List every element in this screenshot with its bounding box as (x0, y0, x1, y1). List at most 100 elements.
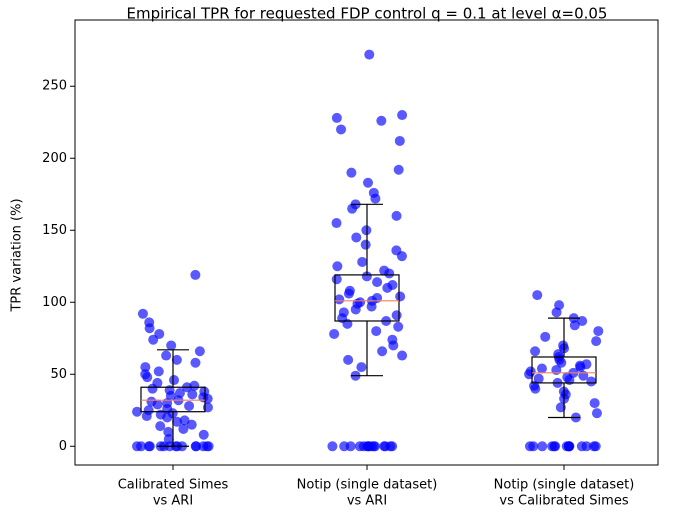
data-point (558, 340, 569, 351)
data-point (364, 49, 375, 60)
data-point (331, 112, 342, 123)
data-point (356, 362, 367, 373)
data-point (370, 441, 381, 452)
x-tick-label: vs Calibrated Simes (499, 494, 628, 509)
data-point (331, 274, 342, 285)
data-point (387, 441, 398, 452)
data-point (161, 350, 172, 361)
y-tick-label: 0 (59, 439, 67, 454)
data-point (153, 366, 164, 377)
data-point (591, 336, 602, 347)
data-point (187, 389, 198, 400)
data-point (166, 340, 177, 351)
data-point (377, 346, 388, 357)
data-point (186, 419, 197, 430)
data-point (354, 441, 365, 452)
data-point (578, 370, 589, 381)
data-point (394, 135, 405, 146)
data-point (391, 245, 402, 256)
data-point (376, 115, 387, 126)
data-point (140, 362, 151, 373)
data-point (143, 405, 154, 416)
data-point (184, 400, 195, 411)
data-point (146, 396, 157, 407)
data-point (533, 373, 544, 384)
data-point (355, 297, 366, 308)
data-point (174, 387, 185, 398)
data-point (360, 239, 371, 250)
data-point (172, 416, 183, 427)
data-point (346, 167, 357, 178)
data-point (144, 441, 155, 452)
data-point (391, 310, 402, 321)
y-tick-label: 100 (42, 295, 67, 310)
data-point (152, 377, 163, 388)
data-point (362, 177, 373, 188)
data-point (368, 187, 379, 198)
data-point (199, 386, 210, 397)
data-point (393, 164, 404, 175)
data-point (563, 441, 574, 452)
data-point (144, 317, 155, 328)
data-point (345, 441, 356, 452)
data-point (334, 294, 345, 305)
data-point (361, 271, 372, 282)
x-tick-label: vs ARI (347, 494, 387, 509)
y-tick-label: 250 (42, 79, 67, 94)
data-point (550, 441, 561, 452)
data-point (530, 346, 541, 357)
data-point (178, 423, 189, 434)
data-point (536, 363, 547, 374)
data-point (576, 441, 587, 452)
data-point (357, 256, 368, 267)
data-point (203, 441, 214, 452)
data-point (397, 350, 408, 361)
data-point (136, 441, 147, 452)
data-point (194, 346, 205, 357)
data-point (387, 334, 398, 345)
data-point (540, 331, 551, 342)
data-point (154, 328, 165, 339)
data-point (190, 269, 201, 280)
data-point (140, 369, 151, 380)
data-point (343, 354, 354, 365)
data-point (190, 441, 201, 452)
data-point (588, 441, 599, 452)
data-point (555, 402, 566, 413)
box (531, 356, 597, 384)
data-point (581, 359, 592, 370)
data-point (155, 421, 166, 432)
data-point (537, 441, 548, 452)
x-tick-label: vs ARI (153, 494, 193, 509)
data-point (371, 326, 382, 337)
data-point (379, 265, 390, 276)
data-point (589, 398, 600, 409)
data-point (189, 380, 200, 391)
data-point (393, 321, 404, 332)
data-point (331, 218, 342, 229)
data-point (327, 441, 338, 452)
y-tick-label: 150 (42, 223, 67, 238)
data-point (593, 326, 604, 337)
data-point (591, 408, 602, 419)
box (334, 274, 400, 322)
y-tick-label: 200 (42, 151, 67, 166)
data-point (387, 279, 398, 290)
data-point (380, 441, 391, 452)
data-point (361, 225, 372, 236)
data-point (338, 307, 349, 318)
data-point (336, 124, 347, 135)
data-point (332, 261, 343, 272)
x-tick-label: Calibrated Simes (118, 478, 229, 493)
data-point (532, 290, 543, 301)
data-point (395, 291, 406, 302)
x-tick-label: Notip (single dataset) (494, 478, 635, 493)
data-point (372, 292, 383, 303)
data-point (190, 357, 201, 368)
data-point (344, 285, 355, 296)
data-point (169, 375, 180, 386)
data-point (163, 434, 174, 445)
data-point (586, 376, 597, 387)
data-point (198, 429, 209, 440)
